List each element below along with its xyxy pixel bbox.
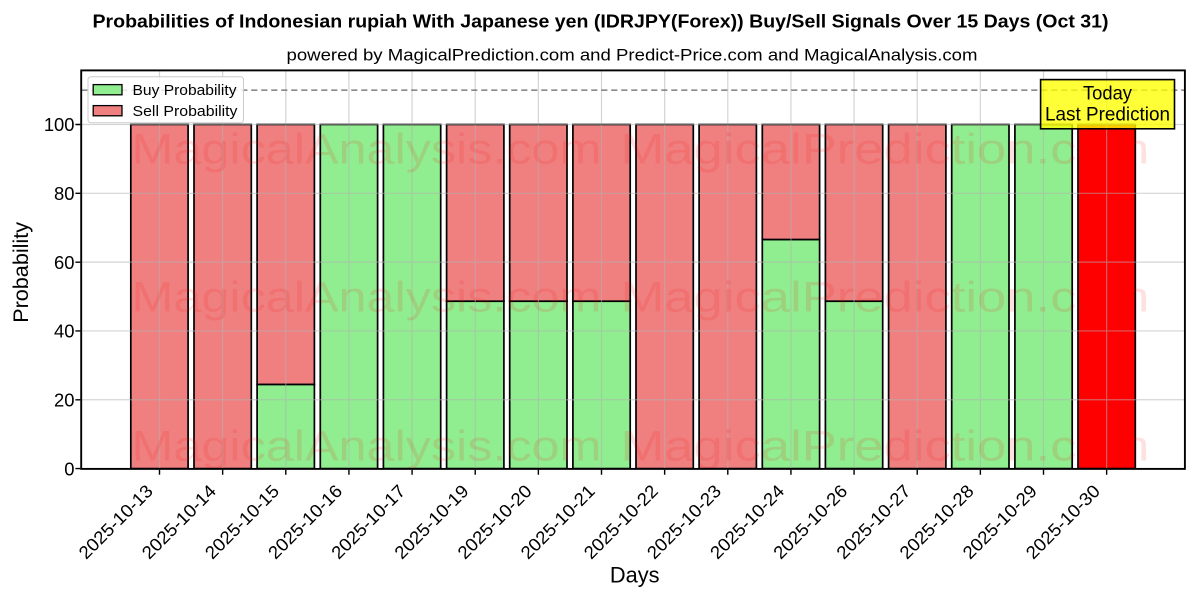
svg-text:MagicalAnalysis.com: MagicalAnalysis.com xyxy=(132,423,602,470)
svg-text:Sell Probability: Sell Probability xyxy=(133,104,239,120)
svg-text:powered by MagicalPrediction.c: powered by MagicalPrediction.com and Pre… xyxy=(287,45,978,64)
svg-text:MagicalPrediction.com: MagicalPrediction.com xyxy=(621,127,1150,174)
svg-text:20: 20 xyxy=(54,389,74,410)
svg-text:MagicalPrediction.com: MagicalPrediction.com xyxy=(621,423,1150,470)
svg-text:Probabilities of Indonesian ru: Probabilities of Indonesian rupiah With … xyxy=(93,10,1109,31)
svg-text:MagicalAnalysis.com: MagicalAnalysis.com xyxy=(132,127,602,174)
svg-text:Today: Today xyxy=(1083,83,1132,105)
svg-text:Probability: Probability xyxy=(8,222,33,323)
svg-text:MagicalPrediction.com: MagicalPrediction.com xyxy=(621,274,1150,321)
svg-text:0: 0 xyxy=(64,458,74,479)
svg-text:80: 80 xyxy=(54,183,74,204)
svg-text:Days: Days xyxy=(610,563,660,588)
svg-text:MagicalAnalysis.com: MagicalAnalysis.com xyxy=(132,274,602,321)
svg-text:60: 60 xyxy=(54,252,74,273)
svg-text:100: 100 xyxy=(44,114,75,135)
svg-text:Buy Probability: Buy Probability xyxy=(133,83,238,99)
svg-text:Last Prediction: Last Prediction xyxy=(1045,103,1170,125)
svg-text:40: 40 xyxy=(54,321,74,342)
